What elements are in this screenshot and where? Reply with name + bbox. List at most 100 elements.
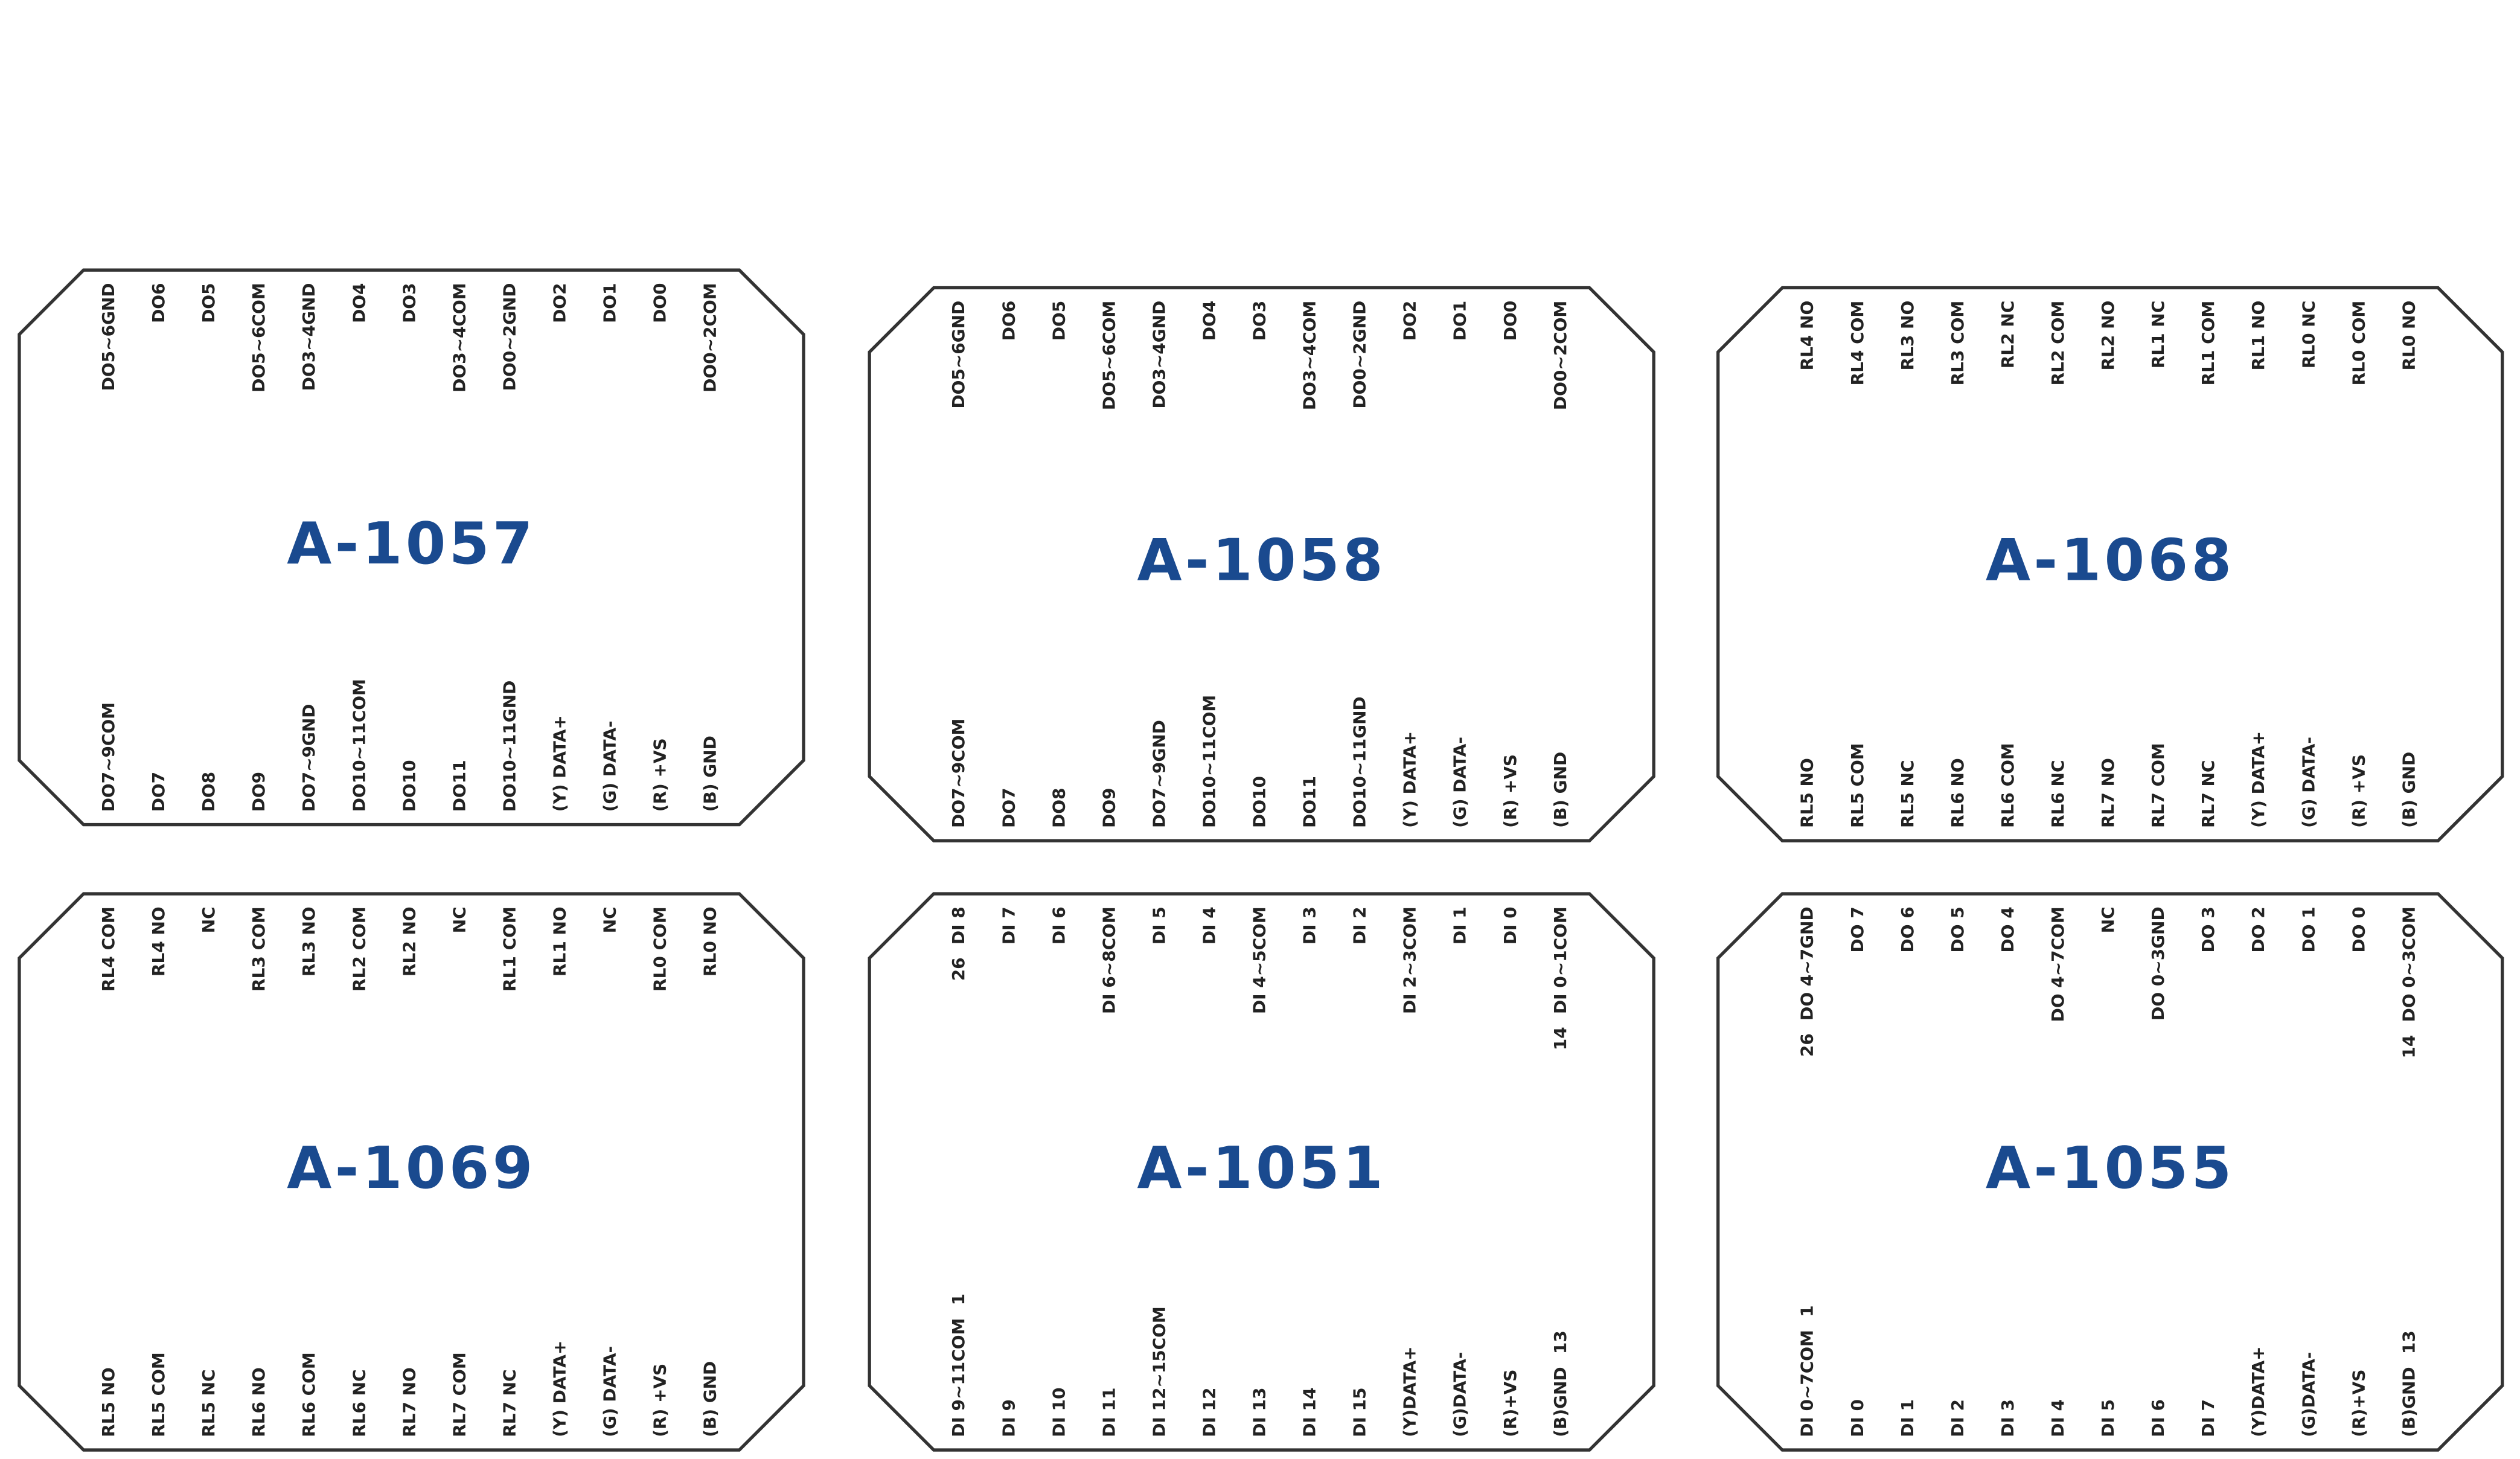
pin-label: DI 8 (948, 906, 968, 944)
pin-label: RL4 NO (1797, 301, 1817, 371)
pin-label: RL6 COM (299, 1352, 319, 1437)
pin-label: DO5~6GND (98, 283, 118, 391)
pin-label: DI 6~8COM (1099, 906, 1119, 1014)
pin-label: DO3 (1250, 301, 1270, 341)
pin-label: RL5 NO (98, 1367, 118, 1437)
pin-label: DI 3 (1998, 1399, 2018, 1437)
pin-label: (Y)DATA+ (2248, 1346, 2268, 1437)
pin-label: DO7 (149, 772, 168, 812)
pin-label: DO7~9GND (299, 704, 319, 812)
pin-label: NC (2098, 906, 2118, 933)
pin-label: DO10~11GND (499, 681, 519, 812)
module: A-1069 RL4 COM RL4 NO NC RL3 COM RL3 NO RL2 CO… (18, 892, 805, 1452)
pin-label: RL7 NC (2198, 760, 2218, 828)
pin-label: DO4 (1199, 301, 1219, 341)
pin-label: DI 14 (1300, 1388, 1320, 1437)
pin-label: (B)GND (1550, 1367, 1570, 1437)
module-outline (868, 892, 1655, 1452)
pin-label: DI 0~7COM (1797, 1330, 1817, 1437)
module-title: A-1051 (1137, 1134, 1386, 1202)
pin-label: DI 5 (1149, 906, 1169, 944)
pin-label: DO5 (199, 283, 219, 323)
pin-label: DI 5 (2098, 1399, 2118, 1437)
pin-label: DO0~2COM (1550, 301, 1570, 410)
pin-number: 13 (1550, 1330, 1570, 1354)
pin-label: (R) +VS (1500, 754, 1520, 828)
pin-label: DI 4~5COM (1250, 906, 1270, 1014)
pin-label: DO1 (600, 283, 620, 323)
pin-number: 26 (948, 957, 968, 981)
pin-label: DI 4 (1199, 906, 1219, 944)
pin-label: DO 2 (2248, 906, 2268, 952)
pin-label: RL6 NC (2048, 760, 2068, 828)
pin-label: DO10~11GND (1350, 696, 1370, 828)
pin-label: DO10~11COM (1199, 695, 1219, 828)
pin-label: DI 6 (1049, 906, 1069, 944)
pin-label: DO8 (1049, 788, 1069, 828)
module-outline (18, 268, 805, 827)
pin-label: (R)+VS (2349, 1370, 2368, 1437)
pin-label: RL0 COM (2349, 301, 2368, 386)
pin-number: 14 (2399, 1035, 2419, 1059)
pin-label: DI 9 (999, 1399, 1019, 1437)
pin-label: DO7 (999, 788, 1019, 828)
pin-label: RL0 COM (650, 906, 670, 992)
pin-label: DI 0 (1500, 906, 1520, 944)
pin-label: RL2 NO (399, 906, 419, 976)
pin-label: DI 15 (1350, 1388, 1370, 1437)
module-title: A-1055 (1986, 1134, 2235, 1202)
pin-label: DI 7 (999, 906, 1019, 944)
pin-label: DO3~4COM (449, 283, 469, 393)
pin-label: RL2 COM (349, 906, 369, 992)
pin-label: RL5 COM (149, 1352, 168, 1437)
pin-label: DO6 (149, 283, 168, 323)
module-title: A-1058 (1137, 527, 1386, 594)
pin-label: RL1 NC (2148, 301, 2168, 368)
pin-label: RL3 COM (1948, 301, 1968, 386)
pin-label: DO10~11COM (349, 679, 369, 812)
module: A-1057 DO5~6GND DO6 DO5 DO5~6COM DO3~4GND DO4 D… (18, 268, 805, 827)
pin-label: (Y) DATA+ (2248, 731, 2268, 828)
pin-label: DI 7 (2198, 1399, 2218, 1437)
pin-label: DI 12~15COM (1149, 1306, 1169, 1437)
pin-label: DO0 (650, 283, 670, 323)
pin-label: (G)DATA- (2298, 1352, 2318, 1437)
pin-label: RL5 NO (1797, 758, 1817, 828)
pin-label: DI 11 (1099, 1388, 1119, 1437)
pin-label: RL1 NO (2248, 301, 2268, 371)
pin-label: DO 4~7GND (1797, 906, 1817, 1020)
pin-label: (R) +VS (650, 738, 670, 812)
pin-label: DO 1 (2298, 906, 2318, 952)
pin-label: (B)GND (2399, 1367, 2419, 1437)
pin-label: DI 10 (1049, 1388, 1069, 1437)
pin-label: RL5 COM (1847, 743, 1867, 828)
pin-label: RL3 NO (299, 906, 319, 976)
pin-label: DO6 (999, 301, 1019, 341)
pin-label: DO5~6GND (948, 301, 968, 409)
pin-label: (G) DATA- (600, 1346, 620, 1437)
pin-label: (B) GND (700, 736, 720, 812)
pin-label: RL2 NO (2098, 301, 2118, 371)
pin-label: DO3~4GND (1149, 301, 1169, 409)
pin-label: DI 3 (1300, 906, 1320, 944)
pin-label: DI 6 (2148, 1399, 2168, 1437)
pin-label: DI 1 (1450, 906, 1470, 944)
pin-label: (G) DATA- (1450, 737, 1470, 828)
pin-label: DI 13 (1250, 1388, 1270, 1437)
pin-label: RL0 NO (2399, 301, 2419, 371)
pin-label: RL4 NO (149, 906, 168, 976)
pin-label: RL0 NC (2298, 301, 2318, 368)
pin-label: DO3~4GND (299, 283, 319, 391)
pin-label: RL4 COM (1847, 301, 1867, 386)
pin-label: (B) GND (2399, 752, 2419, 828)
pin-label: RL6 COM (1998, 743, 2018, 828)
pin-label: DO7~9GND (1149, 720, 1169, 828)
pin-label: DO11 (1300, 776, 1320, 828)
pin-label: RL0 NO (700, 906, 720, 976)
pin-label: DO 4~7COM (2048, 906, 2068, 1022)
module: A-1051 DI 8 DI 7 DI 6 DI 6~8COM DI 5 DI 4 DI 4~… (868, 892, 1655, 1452)
pin-label: DO0~2COM (700, 283, 720, 393)
pin-label: DO3 (399, 283, 419, 323)
pin-label: (Y) DATA+ (550, 1341, 570, 1437)
